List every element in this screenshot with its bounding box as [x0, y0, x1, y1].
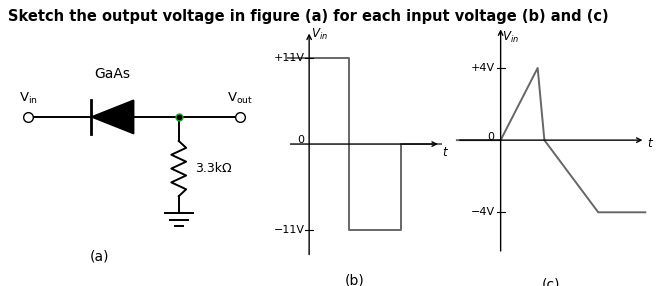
Text: +4V: +4V — [471, 63, 495, 73]
Text: $V_{in}$: $V_{in}$ — [310, 27, 328, 42]
Text: (b): (b) — [345, 274, 365, 286]
Text: $t$: $t$ — [647, 137, 654, 150]
Text: $t$: $t$ — [442, 146, 449, 159]
Text: (c): (c) — [542, 277, 560, 286]
Text: 0: 0 — [297, 135, 305, 145]
Polygon shape — [91, 100, 134, 134]
Text: −11V: −11V — [273, 225, 305, 235]
Text: 0: 0 — [488, 132, 495, 142]
Text: Sketch the output voltage in figure (a) for each input voltage (b) and (c): Sketch the output voltage in figure (a) … — [8, 9, 608, 23]
Text: −4V: −4V — [471, 207, 495, 217]
Text: $\mathregular{V_{out}}$: $\mathregular{V_{out}}$ — [226, 91, 253, 106]
Text: $V_{in}$: $V_{in}$ — [502, 30, 519, 45]
Text: $\mathregular{V_{in}}$: $\mathregular{V_{in}}$ — [19, 91, 38, 106]
Text: 3.3kΩ: 3.3kΩ — [195, 162, 231, 175]
Text: (a): (a) — [89, 249, 109, 263]
Text: +11V: +11V — [273, 53, 305, 63]
Text: GaAs: GaAs — [95, 67, 130, 81]
